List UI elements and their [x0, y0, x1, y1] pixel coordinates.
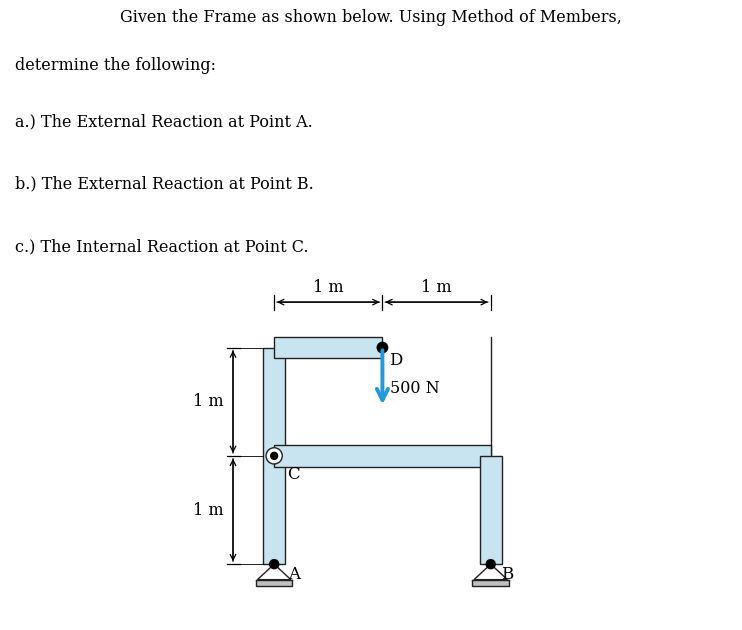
Text: A: A [288, 566, 301, 583]
Polygon shape [480, 456, 502, 564]
Text: c.) The Internal Reaction at Point C.: c.) The Internal Reaction at Point C. [15, 238, 309, 255]
Text: b.) The External Reaction at Point B.: b.) The External Reaction at Point B. [15, 176, 314, 193]
Circle shape [486, 559, 495, 569]
Circle shape [266, 448, 282, 464]
Polygon shape [274, 445, 490, 467]
Text: 500 N: 500 N [390, 381, 440, 398]
Text: 1 m: 1 m [421, 278, 452, 295]
Text: 1 m: 1 m [193, 501, 223, 518]
Text: 1 m: 1 m [193, 393, 223, 410]
Circle shape [269, 559, 279, 569]
Text: Given the Frame as shown below. Using Method of Members,: Given the Frame as shown below. Using Me… [120, 8, 622, 25]
Polygon shape [263, 348, 285, 564]
Bar [256, 580, 292, 586]
Polygon shape [474, 564, 508, 580]
Polygon shape [257, 564, 291, 580]
Text: a.) The External Reaction at Point A.: a.) The External Reaction at Point A. [15, 113, 312, 130]
Text: B: B [502, 566, 513, 583]
Text: C: C [287, 466, 300, 483]
Circle shape [271, 452, 278, 459]
Text: D: D [389, 352, 402, 369]
Text: determine the following:: determine the following: [15, 57, 216, 74]
Polygon shape [274, 337, 382, 358]
Text: 1 m: 1 m [313, 278, 344, 295]
Circle shape [377, 342, 387, 353]
Bar [473, 580, 509, 586]
